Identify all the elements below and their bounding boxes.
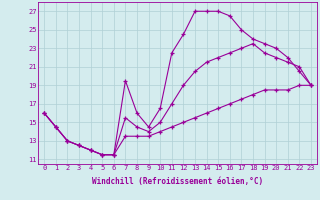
X-axis label: Windchill (Refroidissement éolien,°C): Windchill (Refroidissement éolien,°C): [92, 177, 263, 186]
